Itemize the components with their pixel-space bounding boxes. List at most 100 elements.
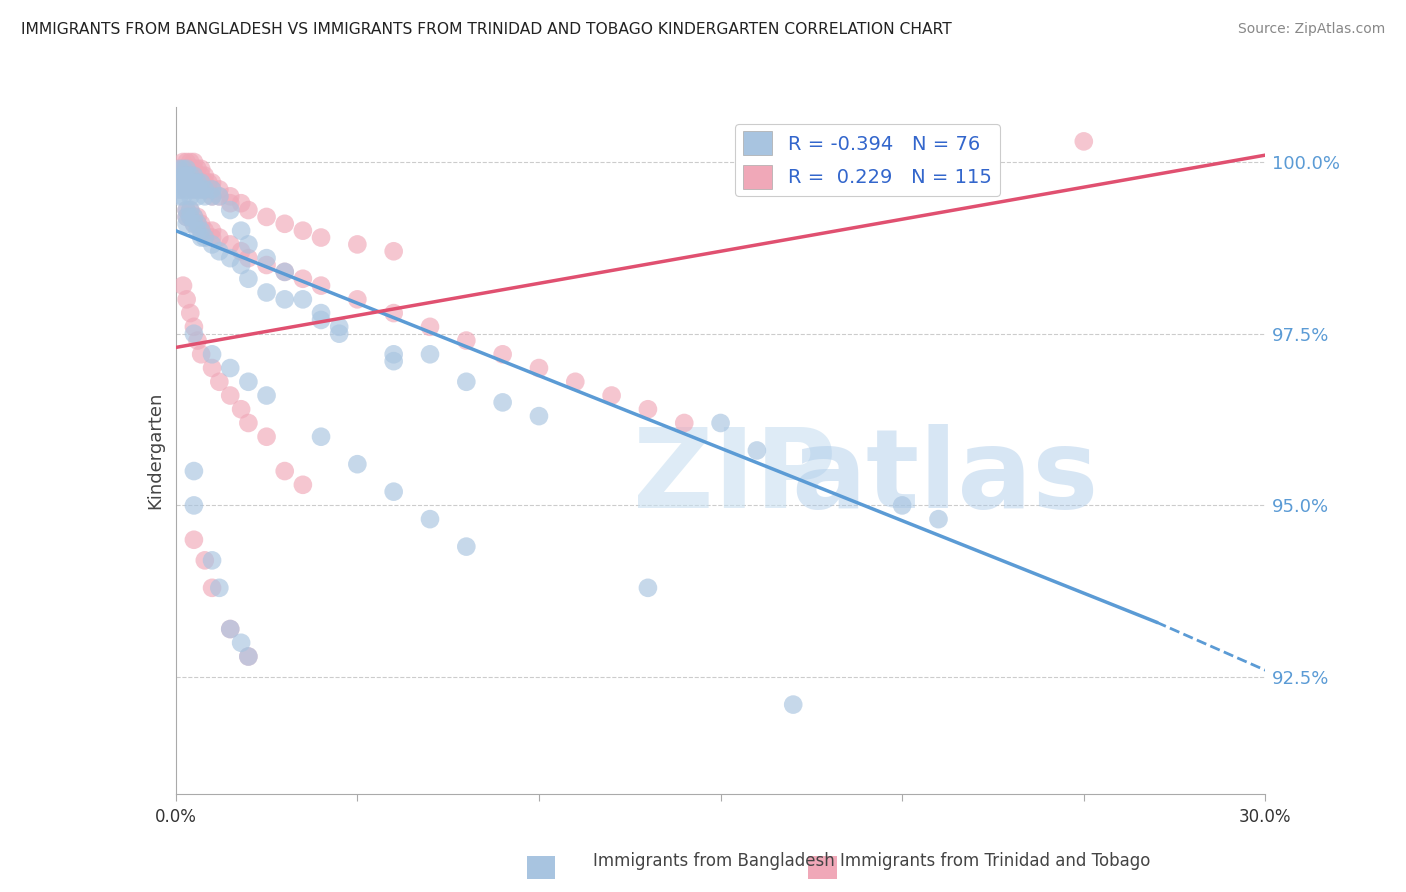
Point xyxy=(179,161,201,176)
Point xyxy=(179,210,201,224)
Point xyxy=(183,210,205,224)
Point xyxy=(527,409,550,424)
Point xyxy=(346,237,368,252)
Text: ZIP: ZIP xyxy=(633,425,837,532)
Point xyxy=(194,553,217,567)
Legend: R = -0.394   N = 76, R =  0.229   N = 115: R = -0.394 N = 76, R = 0.229 N = 115 xyxy=(735,124,1000,196)
Point xyxy=(201,581,224,595)
Point xyxy=(183,210,205,224)
Point xyxy=(190,169,212,183)
Point xyxy=(256,210,278,224)
Point xyxy=(208,182,231,196)
Point xyxy=(231,258,253,272)
Point xyxy=(179,176,201,190)
Point xyxy=(219,622,242,636)
Point xyxy=(256,251,278,265)
Point xyxy=(309,278,332,293)
Point xyxy=(183,499,205,513)
Point xyxy=(673,416,696,430)
Point xyxy=(169,182,191,196)
Point xyxy=(179,306,201,320)
Point xyxy=(291,224,314,238)
Point xyxy=(172,176,194,190)
Point xyxy=(382,347,405,361)
Point xyxy=(309,306,332,320)
Point xyxy=(172,161,194,176)
Point xyxy=(190,182,212,196)
Point xyxy=(710,416,733,430)
Point xyxy=(201,347,224,361)
Point xyxy=(176,182,198,196)
Point xyxy=(186,217,209,231)
Point xyxy=(183,464,205,478)
Point xyxy=(176,161,198,176)
Point xyxy=(176,155,198,169)
Point xyxy=(238,416,260,430)
Point xyxy=(190,161,212,176)
Point xyxy=(190,224,212,238)
Point xyxy=(179,189,201,203)
Point xyxy=(183,182,205,196)
Point xyxy=(219,189,242,203)
Point xyxy=(208,189,231,203)
Point xyxy=(419,347,441,361)
Point xyxy=(309,313,332,327)
Point xyxy=(238,272,260,286)
Point xyxy=(176,182,198,196)
Point xyxy=(201,189,224,203)
Point xyxy=(201,182,224,196)
Point xyxy=(382,484,405,499)
Point xyxy=(183,176,205,190)
Point xyxy=(208,375,231,389)
Point xyxy=(190,224,212,238)
Point xyxy=(637,402,659,417)
Point xyxy=(328,319,350,334)
Point xyxy=(186,189,209,203)
Point xyxy=(169,161,191,176)
Point xyxy=(186,176,209,190)
Point xyxy=(176,169,198,183)
Point xyxy=(274,293,297,307)
Point xyxy=(197,176,219,190)
Point xyxy=(291,478,314,492)
Point xyxy=(928,512,950,526)
Point xyxy=(194,182,217,196)
Point xyxy=(274,265,297,279)
Point xyxy=(201,361,224,376)
Point xyxy=(238,649,260,664)
Point xyxy=(194,182,217,196)
Point xyxy=(183,161,205,176)
Point xyxy=(637,581,659,595)
Point xyxy=(208,230,231,244)
Point xyxy=(1073,135,1095,149)
Point xyxy=(194,169,217,183)
Point xyxy=(745,443,768,458)
Point xyxy=(231,244,253,259)
Point xyxy=(238,203,260,218)
Point xyxy=(274,464,297,478)
Point xyxy=(219,251,242,265)
Point xyxy=(201,224,224,238)
Point xyxy=(291,272,314,286)
Text: Source: ZipAtlas.com: Source: ZipAtlas.com xyxy=(1237,22,1385,37)
Point xyxy=(194,176,217,190)
Point xyxy=(231,224,253,238)
Point xyxy=(176,169,198,183)
Point xyxy=(176,293,198,307)
Point xyxy=(186,169,209,183)
Point xyxy=(179,169,201,183)
Point xyxy=(176,217,198,231)
Point xyxy=(274,217,297,231)
Point xyxy=(176,210,198,224)
Point xyxy=(190,182,212,196)
Point xyxy=(346,457,368,471)
Point xyxy=(194,230,217,244)
Point xyxy=(169,176,191,190)
Point xyxy=(309,230,332,244)
Point xyxy=(231,636,253,650)
Point xyxy=(527,361,550,376)
Point xyxy=(179,210,201,224)
Point xyxy=(183,533,205,547)
Point xyxy=(169,182,191,196)
Point xyxy=(186,217,209,231)
